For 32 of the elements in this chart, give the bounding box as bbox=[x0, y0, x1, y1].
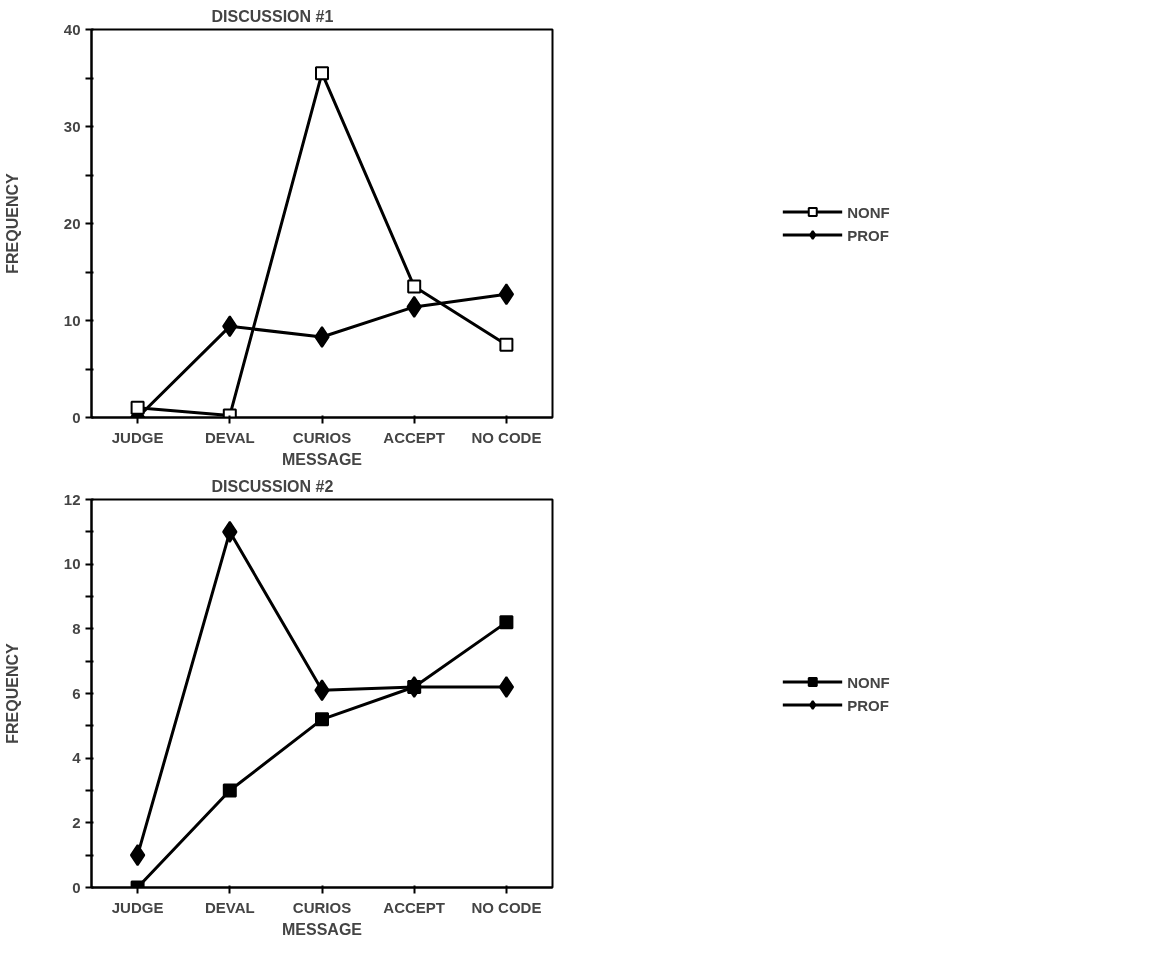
y-tick-label: 20 bbox=[63, 214, 81, 232]
y-tick-label: 0 bbox=[72, 878, 81, 896]
x-tick-label: DEVAL bbox=[204, 428, 255, 446]
y-tick-label: 30 bbox=[63, 117, 81, 135]
legend-label: NONF bbox=[847, 673, 890, 690]
y-tick-label: 40 bbox=[63, 20, 81, 38]
y-axis-title: FREQUENCY bbox=[3, 642, 21, 744]
x-tick-label: ACCEPT bbox=[383, 428, 446, 446]
x-tick-label: NO CODE bbox=[471, 428, 542, 446]
y-tick-label: 6 bbox=[72, 684, 81, 702]
x-tick-label: ACCEPT bbox=[383, 898, 446, 916]
y-tick-label: 12 bbox=[63, 490, 81, 508]
y-axis-title: FREQUENCY bbox=[3, 172, 21, 274]
chart-title: DISCUSSION #2 bbox=[211, 477, 334, 495]
x-tick-label: NO CODE bbox=[471, 898, 542, 916]
y-tick-label: 0 bbox=[72, 408, 81, 426]
y-tick-label: 2 bbox=[72, 813, 81, 831]
legend-label: NONF bbox=[847, 203, 890, 220]
legend-label: PROF bbox=[847, 226, 889, 243]
legend-label: PROF bbox=[847, 696, 889, 713]
x-axis-title: MESSAGE bbox=[281, 920, 363, 938]
y-tick-label: 10 bbox=[63, 311, 81, 329]
chart-title: DISCUSSION #1 bbox=[211, 7, 334, 25]
x-tick-label: DEVAL bbox=[204, 898, 255, 916]
y-tick-label: 4 bbox=[72, 749, 82, 767]
x-tick-label: JUDGE bbox=[111, 428, 164, 446]
x-axis-title: MESSAGE bbox=[281, 450, 363, 468]
y-tick-label: 8 bbox=[72, 619, 81, 637]
x-tick-label: JUDGE bbox=[111, 898, 164, 916]
x-tick-label: CURIOS bbox=[292, 428, 352, 446]
y-tick-label: 10 bbox=[63, 555, 81, 573]
x-tick-label: CURIOS bbox=[292, 898, 352, 916]
